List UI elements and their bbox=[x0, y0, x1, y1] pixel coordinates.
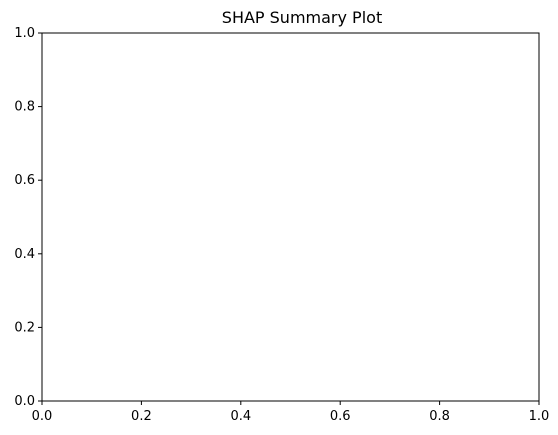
x-tick-label: 0.8 bbox=[429, 409, 450, 424]
x-tick-label: 0.0 bbox=[32, 409, 53, 424]
y-tick-label: 0.0 bbox=[14, 394, 35, 409]
y-tick-label: 1.0 bbox=[14, 26, 35, 41]
x-tick-label: 0.4 bbox=[230, 409, 251, 424]
y-tick-label: 0.6 bbox=[14, 173, 35, 188]
x-tick-label: 0.2 bbox=[131, 409, 152, 424]
y-tick-label: 0.2 bbox=[14, 320, 35, 335]
x-tick-label: 1.0 bbox=[529, 409, 550, 424]
x-tick-label: 0.6 bbox=[330, 409, 351, 424]
y-axis: 0.0 0.2 0.4 0.6 0.8 1.0 bbox=[14, 26, 42, 409]
x-axis: 0.0 0.2 0.4 0.6 0.8 1.0 bbox=[32, 401, 550, 424]
chart-title: SHAP Summary Plot bbox=[222, 8, 382, 27]
y-tick-label: 0.8 bbox=[14, 100, 35, 115]
plot-area bbox=[42, 33, 539, 401]
y-tick-label: 0.4 bbox=[14, 247, 35, 262]
